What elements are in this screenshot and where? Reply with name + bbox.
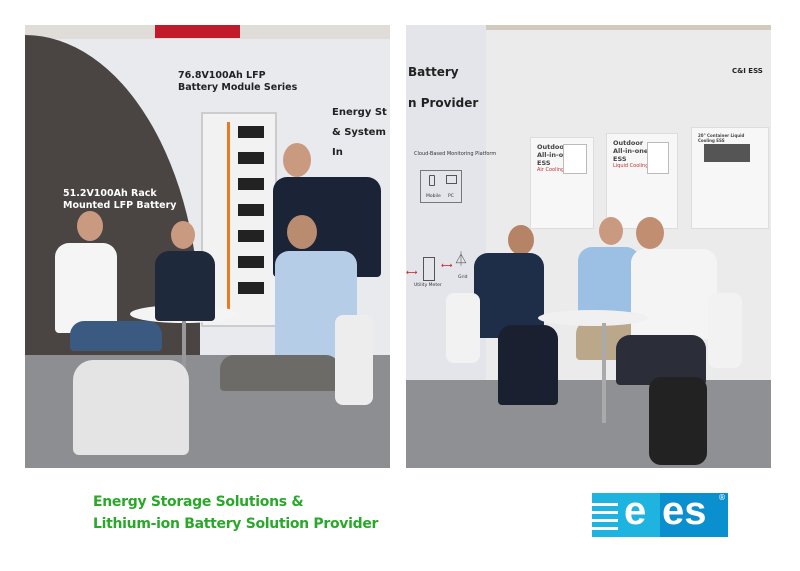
registered-mark: ®: [718, 493, 726, 502]
logo-e: e: [624, 489, 647, 533]
person: [171, 221, 195, 249]
person: [599, 217, 623, 245]
sign-rack-line2: Mounted LFP Battery: [63, 199, 177, 211]
booth-photo-left: 76.8V100Ah LFP Battery Module Series 51.…: [25, 25, 390, 468]
monitor-icon: [446, 175, 457, 184]
poster-title: ESS: [613, 154, 627, 163]
sign-rack-line1: 51.2V100Ah Rack: [63, 188, 157, 199]
chair: [708, 293, 742, 368]
wall-text-line2: n Provider: [408, 96, 479, 111]
chair: [73, 360, 189, 455]
poster-title: Outdoor: [537, 143, 568, 151]
phone-icon: [429, 175, 435, 186]
meter-label: Utility Meter: [414, 283, 442, 288]
poster-title: All-in-one: [613, 146, 649, 155]
poster-container: 20" Container Liquid Cooling ESS: [691, 127, 769, 229]
caption-line2: Lithium-ion Battery Solution Provider: [93, 516, 379, 532]
poster-title: Outdoor: [613, 139, 644, 147]
logo-es: es: [662, 489, 707, 533]
poster-title: All-in-one: [537, 150, 573, 159]
section-label: C&I ESS: [732, 67, 763, 75]
poster-title: 20" Container Liquid Cooling ESS: [698, 133, 745, 143]
meter-icon: [423, 257, 435, 281]
caption-line1: Energy Storage Solutions &: [93, 494, 304, 510]
grid-label: Grid: [458, 275, 468, 280]
booth-photo-right: Battery n Provider Cloud-Based Monitorin…: [406, 25, 771, 468]
pc-label: PC: [448, 194, 454, 199]
person: [508, 225, 534, 255]
sign-partial-line1: Energy St: [332, 107, 387, 118]
arrow-icon: ⟷: [406, 268, 418, 277]
poster-outdoor-air: Outdoor All-in-one ESS Air Cooling: [530, 137, 594, 229]
person: [77, 211, 103, 241]
poster-outdoor-liquid: Outdoor All-in-one ESS Liquid Cooling: [606, 133, 678, 229]
table: [538, 310, 648, 326]
pylon-icon: ⏃: [454, 252, 468, 268]
person: [636, 217, 664, 249]
sign-partial-line2: & System In: [332, 127, 386, 158]
chair: [446, 293, 480, 363]
backpack: [649, 377, 707, 465]
cloud-label: Cloud-Based Monitoring Platform: [414, 151, 497, 157]
monitoring-box: Mobile PC: [420, 170, 462, 203]
person: [287, 215, 317, 249]
ees-logo: e es ®: [592, 489, 728, 537]
chair: [335, 315, 373, 405]
person: [283, 143, 311, 177]
poster-subtitle: Air Cooling: [537, 167, 565, 174]
poster-title: ESS: [537, 158, 551, 167]
sign-module-line1: 76.8V100Ah LFP: [178, 70, 266, 81]
arrow-icon: ⟷: [441, 261, 453, 270]
poster-subtitle: Liquid Cooling: [613, 163, 649, 170]
sign-module-line2: Battery Module Series: [178, 81, 298, 93]
mobile-label: Mobile: [426, 194, 441, 199]
wall-text-line1: Battery: [408, 65, 459, 79]
